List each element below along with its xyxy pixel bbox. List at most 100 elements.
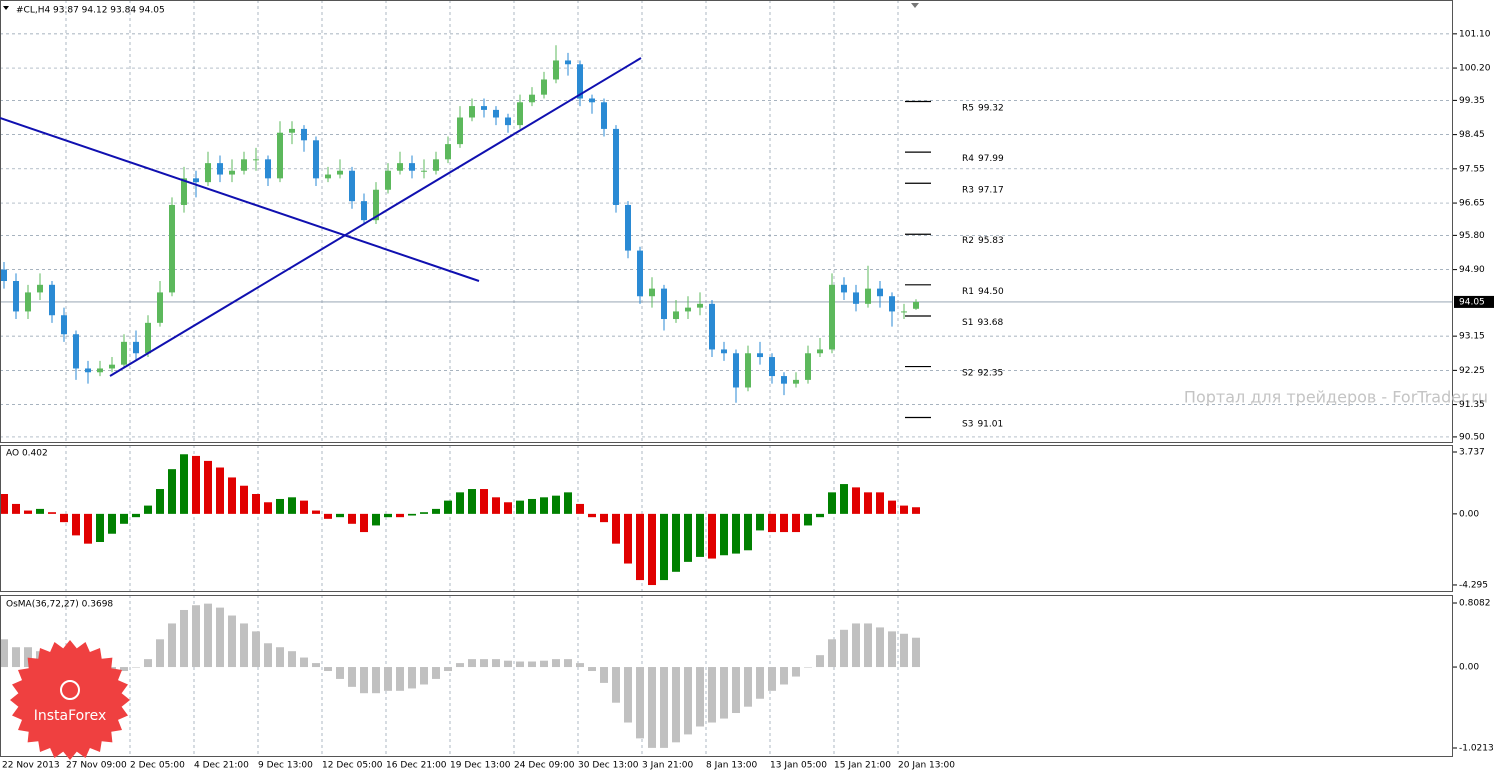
histogram-bar	[12, 503, 20, 514]
pivot-value: 97.17	[978, 185, 1004, 195]
histogram-bar	[492, 659, 500, 668]
histogram-bar	[420, 512, 428, 514]
x-tick-label: 4 Dec 21:00	[194, 761, 249, 771]
histogram-bar	[48, 512, 56, 514]
candle-body	[157, 292, 163, 323]
candle-body	[877, 288, 883, 297]
histogram-bar	[900, 505, 908, 514]
candle-body	[277, 132, 283, 179]
candle-body	[649, 288, 655, 297]
x-tick-label: 15 Jan 21:00	[834, 761, 891, 771]
x-tick-label: 9 Dec 13:00	[258, 761, 313, 771]
histogram-bar	[204, 460, 212, 514]
histogram-bar	[516, 500, 524, 514]
candle-body	[409, 163, 415, 171]
candle-body	[793, 379, 799, 384]
histogram-bar	[876, 492, 884, 514]
current-price-label: 94.05	[1459, 297, 1485, 307]
panel-title: AO 0.402	[6, 449, 48, 459]
histogram-bar	[132, 667, 140, 668]
candle-body	[229, 170, 235, 175]
histogram-bar	[216, 467, 224, 514]
menu-arrow	[3, 6, 9, 10]
x-tick-label: 27 Nov 09:00	[66, 761, 127, 771]
histogram-bar	[0, 494, 8, 514]
histogram-bar	[792, 513, 800, 533]
histogram-bar	[540, 497, 548, 514]
x-tick-label: 30 Dec 13:00	[578, 761, 639, 771]
histogram-bar	[828, 492, 836, 514]
histogram-bar	[0, 639, 8, 668]
candle-body	[337, 170, 343, 175]
histogram-bar	[372, 667, 380, 694]
histogram-bar	[840, 484, 848, 514]
histogram-bar	[168, 623, 176, 668]
histogram-bar	[24, 510, 32, 514]
histogram-bar	[432, 508, 440, 514]
histogram-bar	[696, 513, 704, 557]
histogram-bar	[120, 667, 128, 672]
histogram-bar	[144, 505, 152, 514]
pivot-name: R1	[962, 286, 974, 296]
candle-body	[913, 301, 919, 309]
histogram-bar	[276, 647, 284, 668]
histogram-bar	[648, 513, 656, 586]
pivot-name: S3	[962, 419, 973, 429]
candle-body	[505, 117, 511, 126]
candle-body	[577, 64, 583, 99]
histogram-bar	[348, 513, 356, 524]
histogram-bar	[912, 637, 920, 668]
candle-body	[865, 288, 871, 304]
candle-body	[145, 322, 151, 354]
histogram-bar	[528, 498, 536, 514]
histogram-bar	[576, 503, 584, 514]
y-tick-label: 90.50	[1459, 432, 1485, 442]
candle-body	[853, 292, 859, 304]
y-tick-label: 93.15	[1459, 332, 1485, 342]
y-tick-label: -4.295	[1459, 580, 1488, 590]
candle-body	[313, 140, 319, 179]
histogram-bar	[240, 485, 248, 514]
trend-line	[109, 57, 642, 377]
pivot-name: R4	[962, 154, 974, 164]
candle-body	[421, 170, 427, 172]
histogram-bar	[72, 513, 80, 536]
histogram-bar	[348, 667, 356, 687]
histogram-bar	[468, 489, 476, 514]
candle-body	[769, 357, 775, 377]
histogram-bar	[60, 513, 68, 523]
histogram-bar	[384, 513, 392, 518]
histogram-bar	[504, 660, 512, 668]
candle-body	[97, 368, 103, 373]
candle-body	[241, 159, 247, 171]
histogram-bar	[684, 667, 692, 735]
histogram-bar	[156, 639, 164, 668]
histogram-bar	[372, 513, 380, 526]
candle-body	[73, 334, 79, 369]
histogram-bar	[432, 667, 440, 679]
logo: InstaForex	[10, 640, 130, 760]
histogram-bar	[276, 498, 284, 514]
histogram-bar	[516, 661, 524, 668]
histogram-bar	[624, 667, 632, 723]
histogram-bar	[840, 629, 848, 668]
histogram-bar	[360, 667, 368, 694]
histogram-bar	[204, 603, 212, 668]
histogram-bar	[876, 627, 884, 668]
x-tick-label: 12 Dec 05:00	[322, 761, 383, 771]
histogram-bar	[912, 507, 920, 514]
histogram-bar	[672, 667, 680, 743]
x-tick-label: 16 Dec 21:00	[386, 761, 447, 771]
histogram-bar	[816, 513, 824, 518]
candle-body	[325, 174, 331, 179]
candle-body	[181, 178, 187, 205]
y-tick-label: 94.90	[1459, 265, 1485, 275]
candle-body	[781, 376, 787, 384]
histogram-bar	[636, 513, 644, 581]
trend-line	[0, 117, 480, 282]
histogram-bar	[420, 667, 428, 685]
x-tick-label: 13 Jan 05:00	[770, 761, 827, 771]
y-tick-label: 97.55	[1459, 164, 1485, 174]
histogram-bar	[300, 657, 308, 668]
